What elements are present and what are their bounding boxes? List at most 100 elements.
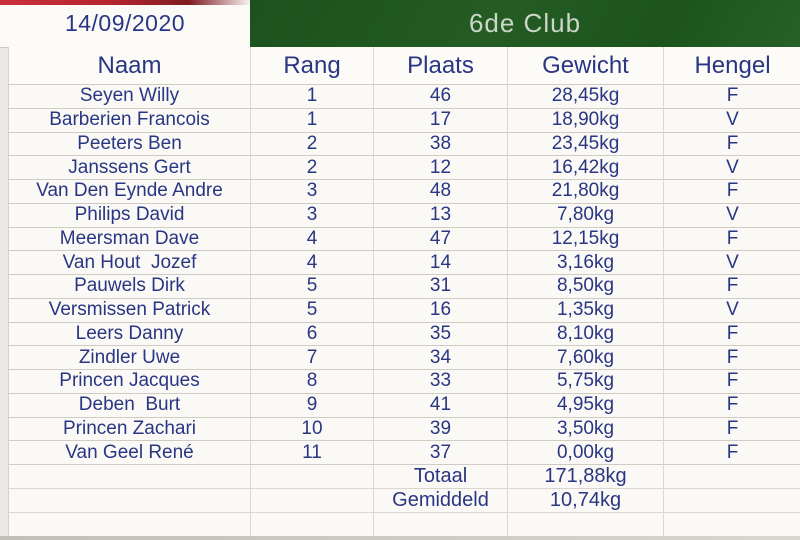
cell-rang: 4	[251, 227, 374, 252]
table-row: Van Den Eynde Andre 3 48 21,80kg F	[9, 180, 800, 204]
table-row: Princen Jacques 8 33 5,75kg F	[9, 370, 800, 394]
cell-gewicht: 0,00kg	[508, 441, 664, 465]
cell-naam: Princen Jacques	[9, 370, 251, 394]
table-row: Meersman Dave 4 47 12,15kg F	[9, 227, 800, 252]
cell-naam: Zindler Uwe	[9, 346, 251, 370]
cell-gewicht: 28,45kg	[508, 85, 664, 109]
cell-hengel: F	[664, 85, 800, 109]
summary-row-gemiddeld: Gemiddeld 10,74kg	[9, 489, 800, 513]
table-row: Van Geel René 11 37 0,00kg F	[9, 441, 800, 465]
totaal-label: Totaal	[374, 465, 508, 489]
cell-naam: Versmissen Patrick	[9, 298, 251, 323]
table-row: Pauwels Dirk 5 31 8,50kg F	[9, 275, 800, 299]
cell-hengel: V	[664, 251, 800, 275]
cell-hengel: F	[664, 417, 800, 442]
cell-plaats: 38	[374, 132, 508, 157]
cell-hengel: F	[664, 132, 800, 157]
cell-gewicht: 4,95kg	[508, 393, 664, 418]
cell-rang: 11	[251, 441, 374, 465]
cell-hengel: F	[664, 441, 800, 465]
cell-rang: 1	[251, 85, 374, 109]
cell-naam: Barberien Francois	[9, 108, 251, 133]
cell-plaats: 17	[374, 108, 508, 133]
cell-rang: 3	[251, 180, 374, 204]
cell-rang: 4	[251, 251, 374, 275]
cell-rang: 9	[251, 393, 374, 418]
cell-gewicht: 7,60kg	[508, 346, 664, 370]
table-row: Seyen Willy 1 46 28,45kg F	[9, 85, 800, 109]
empty-cell	[664, 489, 800, 513]
gemiddeld-label: Gemiddeld	[374, 489, 508, 513]
photo-bottom-edge	[0, 536, 800, 540]
table-header-row: Naam Rang Plaats Gewicht Hengel	[9, 47, 800, 85]
gemiddeld-value: 10,74kg	[508, 489, 664, 513]
cell-plaats: 16	[374, 298, 508, 323]
cell-plaats: 47	[374, 227, 508, 252]
empty-cell	[9, 513, 251, 537]
date-cell: 14/09/2020	[0, 0, 250, 48]
photo-red-edge	[0, 0, 252, 5]
column-header-gewicht: Gewicht	[508, 47, 664, 85]
cell-gewicht: 21,80kg	[508, 180, 664, 204]
cell-rang: 6	[251, 322, 374, 347]
cell-naam: Van Geel René	[9, 441, 251, 465]
cell-gewicht: 12,15kg	[508, 227, 664, 252]
totaal-value: 171,88kg	[508, 465, 664, 489]
cell-hengel: F	[664, 393, 800, 418]
empty-cell	[9, 465, 251, 489]
results-table: Naam Rang Plaats Gewicht Hengel Seyen Wi…	[8, 47, 800, 537]
cell-plaats: 35	[374, 322, 508, 347]
table-row: Deben Burt 9 41 4,95kg F	[9, 393, 800, 418]
cell-hengel: V	[664, 108, 800, 133]
cell-gewicht: 8,10kg	[508, 322, 664, 347]
date-text: 14/09/2020	[64, 10, 186, 36]
column-header-naam: Naam	[9, 47, 251, 85]
cell-naam: Peeters Ben	[9, 132, 251, 157]
cell-hengel: F	[664, 227, 800, 252]
cell-naam: Philips David	[9, 203, 251, 228]
cell-hengel: V	[664, 298, 800, 323]
table-body: Seyen Willy 1 46 28,45kg F Barberien Fra…	[9, 85, 800, 465]
table-row: Philips David 3 13 7,80kg V	[9, 203, 800, 228]
table-row: Barberien Francois 1 17 18,90kg V	[9, 108, 800, 133]
table-row: Peeters Ben 2 38 23,45kg F	[9, 132, 800, 157]
cell-rang: 8	[251, 370, 374, 394]
cell-plaats: 37	[374, 441, 508, 465]
cell-gewicht: 3,16kg	[508, 251, 664, 275]
empty-cell	[664, 513, 800, 537]
page-title: 6de Club	[468, 8, 582, 38]
cell-rang: 5	[251, 298, 374, 323]
cell-plaats: 12	[374, 156, 508, 180]
cell-gewicht: 16,42kg	[508, 156, 664, 180]
cell-naam: Meersman Dave	[9, 227, 251, 252]
cell-plaats: 14	[374, 251, 508, 275]
cell-naam: Seyen Willy	[9, 85, 251, 109]
empty-cell	[251, 489, 374, 513]
cell-naam: Leers Danny	[9, 322, 251, 347]
cell-hengel: F	[664, 322, 800, 347]
cell-hengel: V	[664, 156, 800, 180]
cell-hengel: F	[664, 180, 800, 204]
empty-cell	[374, 513, 508, 537]
table-row: Princen Zachari 10 39 3,50kg F	[9, 417, 800, 442]
cell-hengel: V	[664, 203, 800, 228]
cell-rang: 10	[251, 417, 374, 442]
empty-cell	[664, 465, 800, 489]
table-row: Janssens Gert 2 12 16,42kg V	[9, 156, 800, 180]
column-header-plaats: Plaats	[374, 47, 508, 85]
column-header-hengel: Hengel	[664, 47, 800, 85]
empty-cell	[251, 513, 374, 537]
cell-hengel: F	[664, 346, 800, 370]
cell-naam: Janssens Gert	[9, 156, 251, 180]
cell-plaats: 46	[374, 85, 508, 109]
cell-plaats: 39	[374, 417, 508, 442]
cell-gewicht: 8,50kg	[508, 275, 664, 299]
summary-row-totaal: Totaal 171,88kg	[9, 465, 800, 489]
empty-cell	[251, 465, 374, 489]
cell-plaats: 33	[374, 370, 508, 394]
cell-plaats: 41	[374, 393, 508, 418]
empty-cell	[9, 489, 251, 513]
cell-naam: Van Den Eynde Andre	[9, 180, 251, 204]
cell-rang: 2	[251, 156, 374, 180]
